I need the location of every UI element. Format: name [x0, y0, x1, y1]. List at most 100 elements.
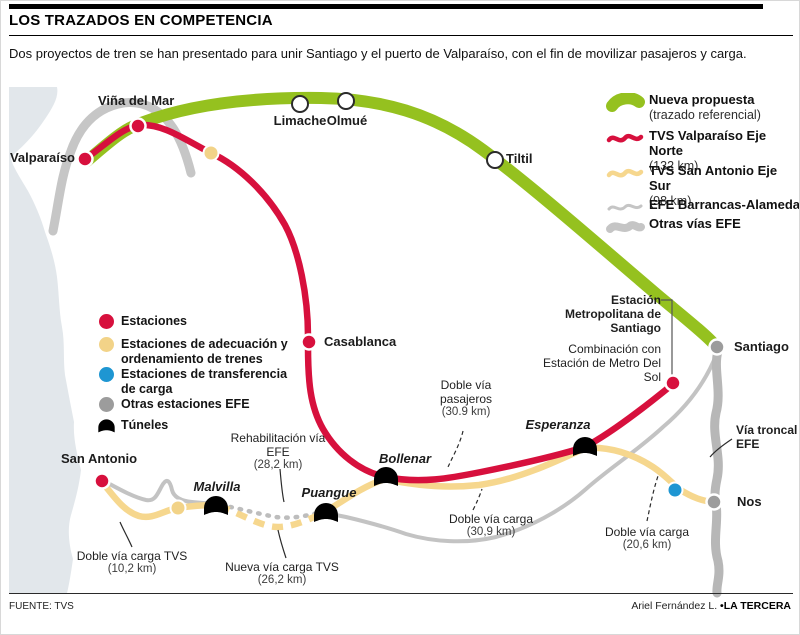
efe-otras-vias-line	[329, 351, 719, 544]
leader-doble-carga-30	[472, 488, 483, 511]
tvs-eje-sur-line-dashed	[217, 502, 327, 531]
station-metropolitana	[664, 374, 682, 392]
leader-rehab	[279, 468, 285, 503]
city-label-olmue: Olmué	[326, 113, 368, 128]
station-dot-icon	[99, 314, 114, 329]
page-title: LOS TRAZADOS EN COMPETENCIA	[9, 12, 273, 29]
annotation-estacion-metropolitana: Estación Metropolitana de Santiago	[564, 293, 661, 336]
annotation-doble-via-carga-20-label: Doble vía carga	[604, 525, 690, 539]
annotation-doble-via-carga-30-km: (30,9 km)	[466, 526, 516, 539]
legend-station-transferencia: Estaciones de transferencia de carga	[99, 367, 314, 397]
station-adecuacion-norte	[202, 144, 220, 162]
station-nos	[705, 493, 723, 511]
nueva-propuesta-swatch-icon	[606, 93, 645, 112]
station-transferencia	[666, 481, 684, 499]
station-dot-icon	[99, 337, 114, 352]
legend-label: Estaciones	[121, 314, 188, 328]
legend-label: Estaciones de transferencia de carga	[121, 367, 288, 396]
efe-rehabilitacion-dotted-line	[218, 502, 324, 520]
stop-olmue	[337, 92, 355, 110]
legend-station-otras-efe: Otras estaciones EFE	[99, 397, 314, 412]
annotation-combinacion-metro: Combinación con Estación de Metro Del So…	[542, 342, 661, 385]
legend-label: TVS Valparaíso Eje Norte	[649, 128, 767, 158]
annotation-doble-via-pasajeros-label: Doble vía pasajeros	[439, 378, 493, 407]
otras-vias-swatch-icon	[606, 221, 645, 233]
station-adecuacion-sur	[169, 499, 187, 517]
legend-label: TVS San Antonio Eje Sur	[649, 163, 778, 193]
stop-limache	[291, 95, 309, 113]
legend-label: EFE Barrancas-Alameda	[649, 197, 800, 212]
annotation-doble-carga-tvs-label: Doble vía carga TVS	[76, 549, 188, 563]
stop-tiltil	[486, 151, 504, 169]
city-label-malvilla: Malvilla	[193, 479, 241, 494]
efe-san-antonio-malvilla-line	[102, 478, 216, 506]
city-label-esperanza: Esperanza	[525, 417, 591, 432]
annotation-doble-via-carga-20: Doble vía carga (20,6 km)	[598, 525, 696, 553]
station-vina-del-mar	[129, 117, 147, 135]
annotation-via-troncal: Vía troncal EFE	[736, 423, 798, 452]
annotation-doble-via-pasajeros-km: (30.9 km)	[441, 406, 491, 419]
top-bar	[9, 4, 763, 9]
city-label-bollenar: Bollenar	[378, 451, 431, 466]
station-valparaiso	[76, 150, 94, 168]
legend-station-estaciones: Estaciones	[99, 314, 314, 329]
leader-tvs10	[119, 521, 133, 548]
annotation-rehabilitacion-km: (28,2 km)	[253, 459, 303, 472]
city-label-vina-del-mar: Viña del Mar	[98, 93, 175, 108]
city-label-casablanca: Casablanca	[324, 334, 397, 349]
legend-route-tvs-sur: TVS San Antonio Eje Sur (98 km)	[605, 163, 799, 208]
tunnel-malvilla	[204, 496, 228, 515]
station-dot-icon	[99, 397, 114, 412]
legend-station-tuneles: Túneles	[97, 418, 312, 433]
footer-rule	[9, 593, 793, 594]
tunnel-esperanza	[573, 437, 597, 456]
ocean-shape	[9, 87, 81, 593]
leader-doble-carga-20	[646, 475, 659, 522]
leader-via-troncal	[709, 438, 733, 458]
legend-label: Otras estaciones EFE	[121, 397, 250, 411]
tvs-eje-sur-line-west	[98, 478, 220, 521]
leader-tvs26	[277, 529, 287, 559]
efe-barrancas-alameda-line	[48, 98, 196, 236]
city-label-san-antonio: San Antonio	[61, 451, 138, 466]
city-label-santiago: Santiago	[734, 339, 789, 354]
city-label-limache: Limache	[273, 113, 327, 128]
tvs-sur-swatch-icon	[606, 168, 644, 178]
tvs-eje-norte-line	[81, 121, 677, 484]
annotation-doble-via-carga-20-km: (20,6 km)	[622, 539, 672, 552]
annotation-rehabilitacion: Rehabilitación vía EFE (28,2 km)	[226, 431, 330, 473]
city-label-puangue: Puangue	[301, 485, 357, 500]
legend-route-tvs-norte: TVS Valparaíso Eje Norte (132 km)	[605, 128, 799, 173]
legend-route-nueva-propuesta: Nueva propuesta (trazado referencial)	[605, 92, 799, 122]
legend-route-efe-barrancas: EFE Barrancas-Alameda	[605, 197, 800, 218]
via-troncal-efe-line	[710, 346, 724, 598]
station-santiago	[708, 338, 726, 356]
leader-doble-pasajeros	[447, 430, 464, 468]
tunnel-icon	[98, 419, 115, 433]
legend-sublabel: (132 km)	[649, 158, 699, 173]
legend-label: Estaciones de adecuación y ordenamiento …	[121, 337, 288, 366]
station-dot-icon	[99, 367, 114, 382]
legend-label: Túneles	[121, 418, 169, 432]
annotation-doble-carga-tvs: Doble vía carga TVS (10,2 km)	[56, 549, 208, 577]
annotation-rehabilitacion-label: Rehabilitación vía EFE	[230, 431, 326, 460]
header-rule	[9, 35, 793, 36]
station-casablanca	[300, 333, 318, 351]
legend-sublabel: (98 km)	[649, 193, 692, 208]
source-credit: FUENTE: TVS	[9, 601, 74, 612]
brand-name: •LA TERCERA	[720, 600, 791, 612]
annotation-nueva-carga-tvs: Nueva vía carga TVS (26,2 km)	[206, 560, 358, 588]
annotation-doble-via-carga-30: Doble vía carga (30,9 km)	[441, 512, 541, 540]
legend-station-adecuacion: Estaciones de adecuación y ordenamiento …	[99, 337, 314, 367]
annotation-doble-carga-tvs-km: (10,2 km)	[107, 563, 157, 576]
city-label-valparaiso: Valparaíso	[9, 150, 75, 165]
city-label-tiltil: Tiltil	[506, 151, 533, 166]
annotation-doble-via-pasajeros: Doble vía pasajeros (30.9 km)	[424, 378, 508, 420]
subtitle: Dos proyectos de tren se han presentado …	[9, 46, 747, 61]
legend-sublabel: (trazado referencial)	[649, 107, 761, 122]
legend-label: Nueva propuesta	[649, 92, 755, 107]
author-name: Ariel Fernández L.	[631, 600, 721, 612]
legend-label: Otras vías EFE	[649, 216, 741, 231]
